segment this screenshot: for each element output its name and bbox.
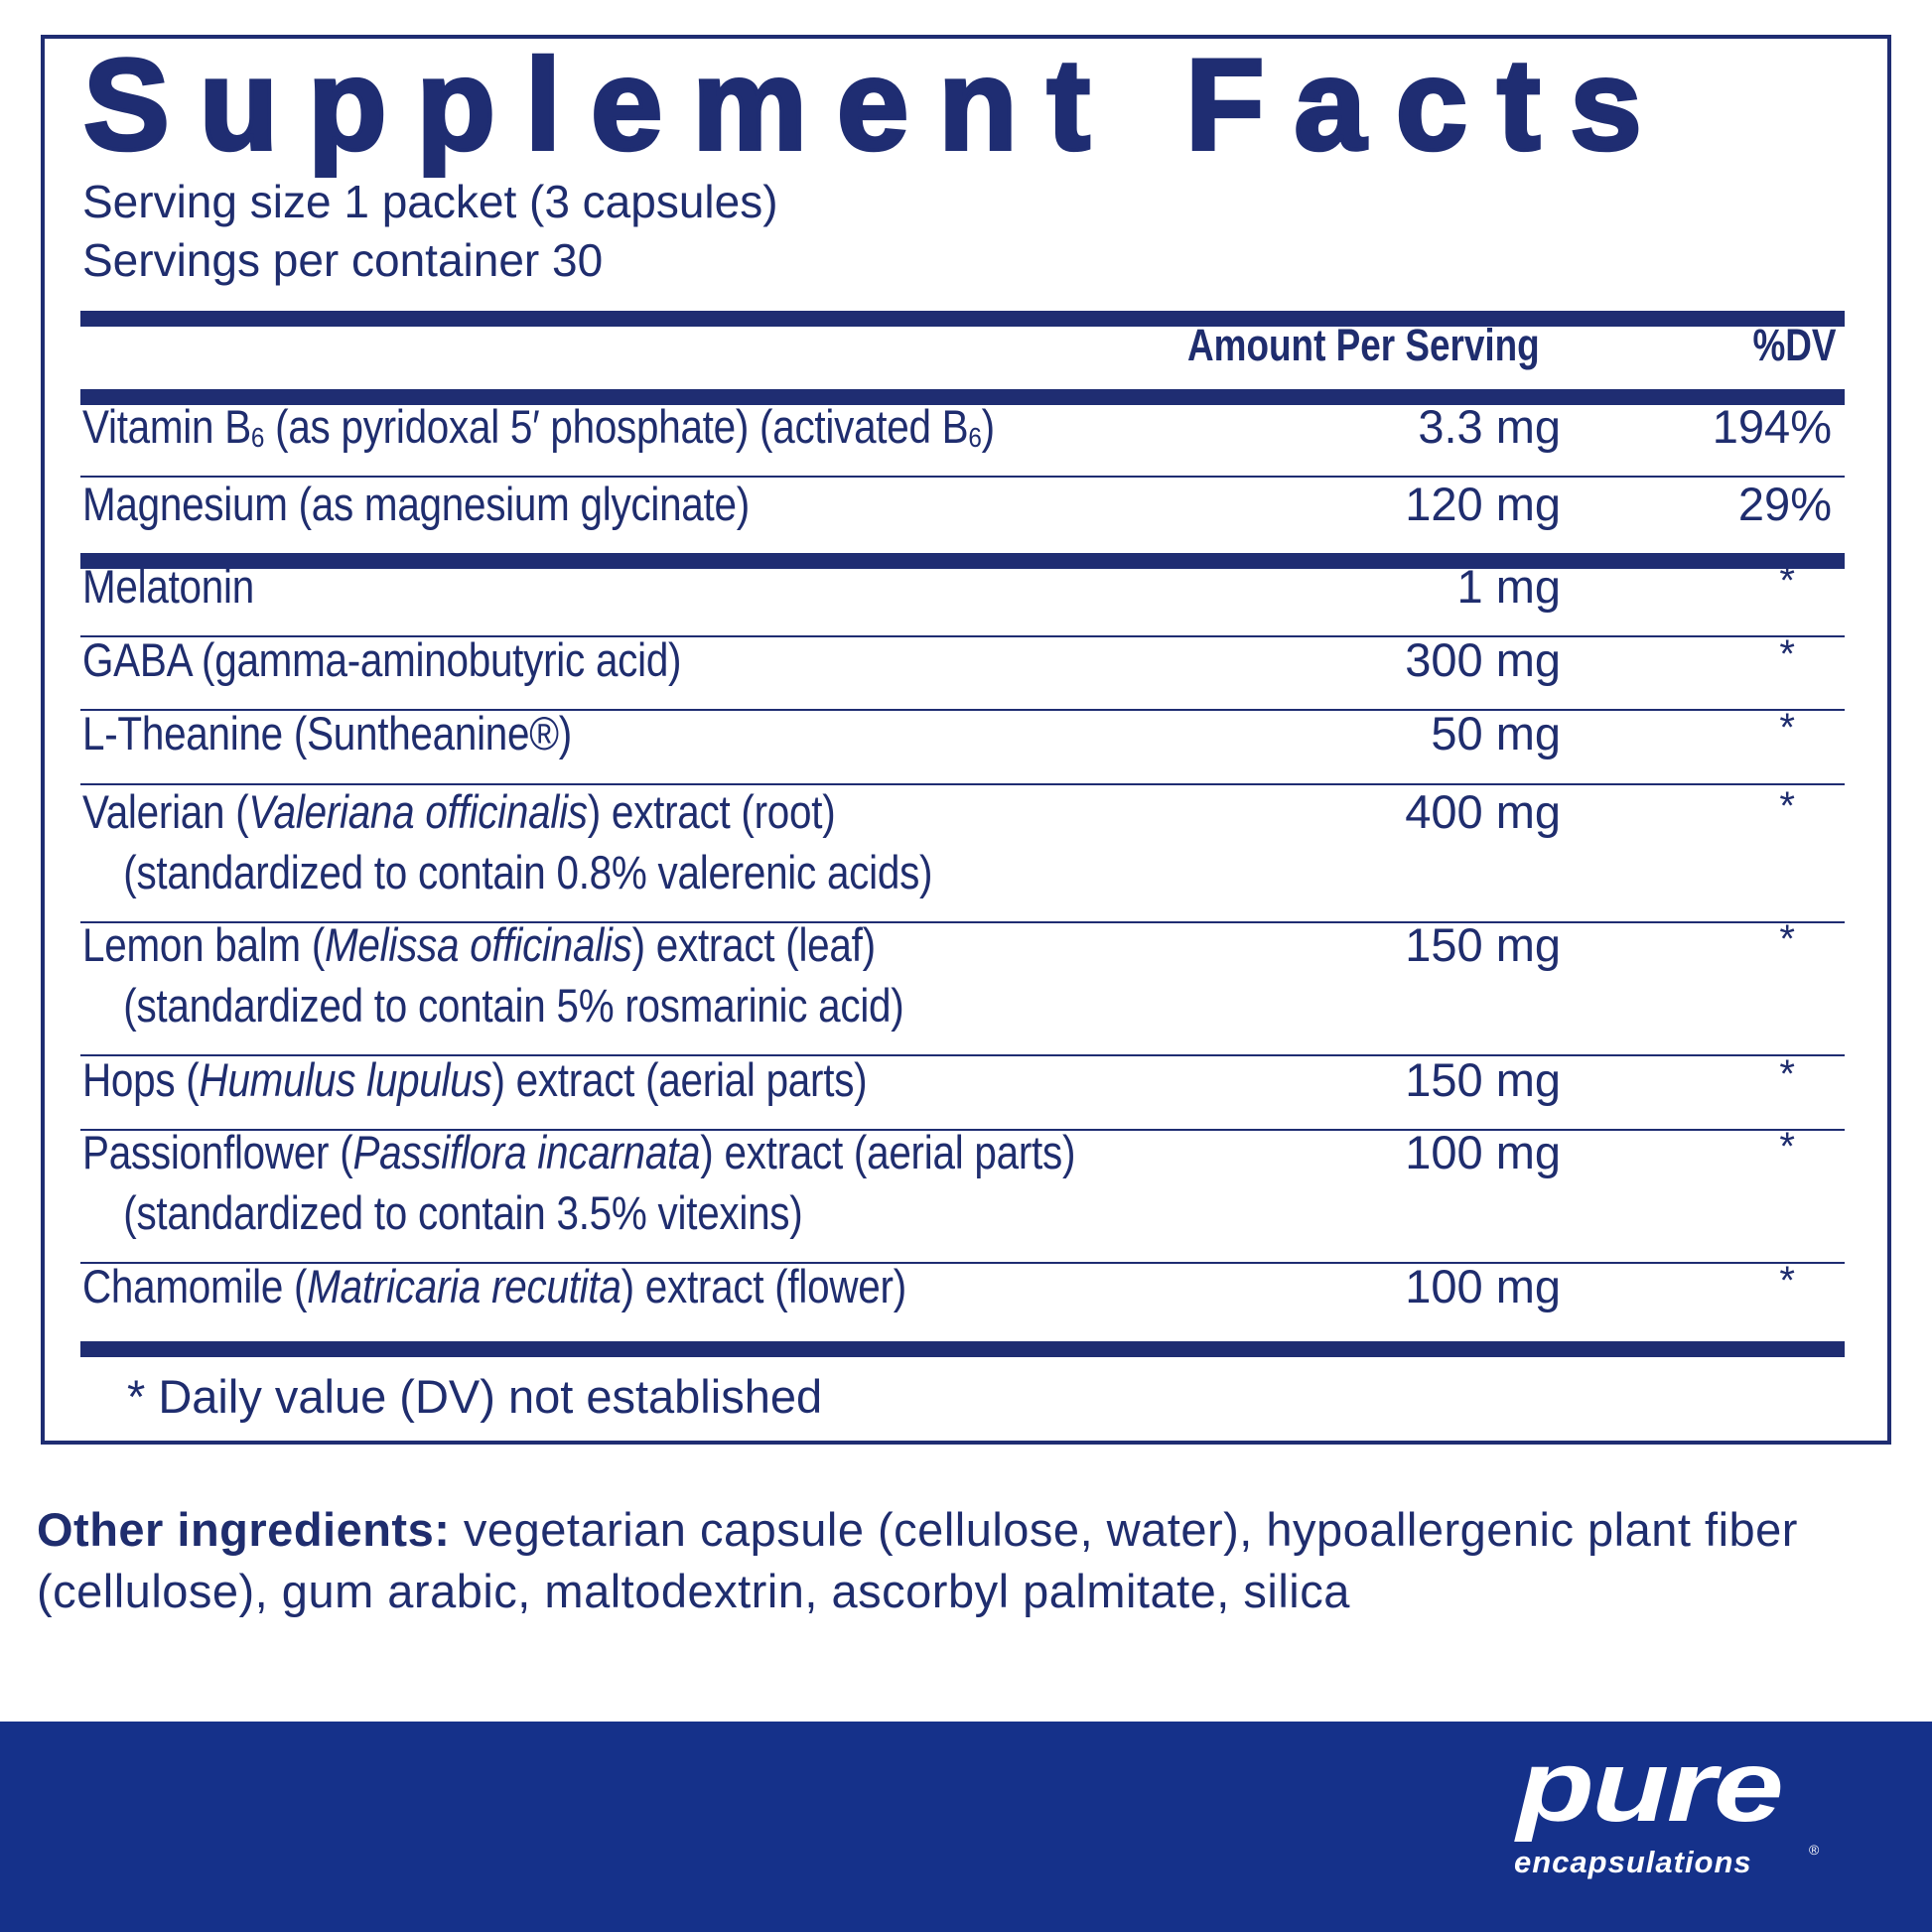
ingredient-name-part: (as pyridoxal 5′ phosphate) (activated B xyxy=(264,400,969,453)
ingredient-amount: 3.3 mg xyxy=(1418,400,1561,453)
ingredient-name-part: Matricaria recutita xyxy=(307,1260,621,1312)
ingredient-name-part: Melissa officinalis xyxy=(325,918,632,971)
ingredient-dv: * xyxy=(1779,917,1795,961)
ingredient-name-part: ) extract (root) xyxy=(587,785,836,838)
ingredient-amount: 1 mg xyxy=(1456,560,1562,613)
ingredient-name-part: Passionflower ( xyxy=(82,1126,353,1178)
ingredient-name-part: ) extract (flower) xyxy=(621,1260,907,1312)
ingredient-name-part: GABA (gamma-aminobutyric acid) xyxy=(82,633,682,686)
ingredient-name-part: (standardized to contain 0.8% valerenic … xyxy=(123,846,933,898)
ingredient-name: GABA (gamma-aminobutyric acid) xyxy=(82,633,682,686)
ingredient-name: L-Theanine (Suntheanine®) xyxy=(82,710,572,757)
dv-header: %DV xyxy=(1752,320,1837,370)
ingredient-name: Melatonin xyxy=(82,563,254,610)
divider-thick xyxy=(80,389,1845,405)
row-divider xyxy=(80,921,1845,923)
other-ingredients-label: Other ingredients: xyxy=(37,1503,451,1556)
ingredient-dv: 29% xyxy=(1737,478,1832,530)
ingredient-name-part: 6 xyxy=(968,421,982,454)
ingredient-dv: * xyxy=(1779,1125,1795,1169)
ingredient-name-part: Lemon balm ( xyxy=(82,918,326,971)
brand-footer xyxy=(0,1722,1932,1932)
ingredient-dv: * xyxy=(1779,559,1795,603)
ingredient-amount: 100 mg xyxy=(1405,1126,1561,1178)
supplement-facts-panel xyxy=(41,35,1891,1445)
row-divider xyxy=(80,553,1845,569)
ingredient-name-part: ) extract (aerial parts) xyxy=(700,1126,1076,1178)
ingredient-name-part: 6 xyxy=(250,421,265,454)
ingredient-name: (standardized to contain 0.8% valerenic … xyxy=(82,849,932,896)
ingredient-dv: * xyxy=(1779,632,1795,676)
ingredient-name-part: (standardized to contain 5% rosmarinic a… xyxy=(123,979,904,1032)
ingredient-name-part: ) extract (aerial parts) xyxy=(491,1053,868,1106)
row-divider xyxy=(80,1129,1845,1131)
ingredient-name-part: Passiflora incarnata xyxy=(352,1126,701,1178)
ingredient-name-part: L-Theanine (Suntheanine®) xyxy=(82,707,572,759)
ingredient-name-part: Hops ( xyxy=(82,1053,200,1106)
ingredient-amount: 300 mg xyxy=(1405,633,1561,686)
ingredient-amount: 400 mg xyxy=(1405,785,1561,838)
ingredient-dv: * xyxy=(1779,1052,1795,1096)
ingredient-name-part: ) xyxy=(981,400,995,453)
ingredient-name-part: Melatonin xyxy=(82,560,254,613)
row-divider xyxy=(80,783,1845,785)
divider-thick xyxy=(80,311,1845,327)
ingredient-name-part: Vitamin B xyxy=(82,400,251,453)
other-ingredients-text: vegetarian capsule (cellulose, water), h… xyxy=(37,1503,1798,1617)
divider-thick xyxy=(80,1341,1845,1357)
ingredient-dv: * xyxy=(1779,706,1795,750)
ingredient-name-part: ) extract (leaf) xyxy=(631,918,876,971)
registered-mark: ® xyxy=(1809,1842,1820,1858)
ingredient-name-part: Magnesium (as magnesium glycinate) xyxy=(82,478,750,530)
ingredient-amount: 150 mg xyxy=(1405,918,1561,971)
ingredient-name: Chamomile (Matricaria recutita) extract … xyxy=(82,1263,906,1310)
ingredient-name: Lemon balm (Melissa officinalis) extract… xyxy=(82,921,876,968)
panel-title: Supplement Facts xyxy=(81,32,1672,177)
ingredient-name: Magnesium (as magnesium glycinate) xyxy=(82,481,750,527)
ingredient-amount: 50 mg xyxy=(1431,707,1561,759)
row-divider xyxy=(80,1262,1845,1264)
row-divider xyxy=(80,635,1845,637)
row-divider xyxy=(80,476,1845,478)
ingredient-name-part: Valerian ( xyxy=(82,785,249,838)
brand-logo: pure xyxy=(1517,1729,1784,1843)
row-divider xyxy=(80,1054,1845,1056)
ingredient-name: Valerian (Valeriana officinalis) extract… xyxy=(82,785,836,838)
row-divider xyxy=(80,709,1845,711)
other-ingredients: Other ingredients: vegetarian capsule (c… xyxy=(37,1499,1903,1622)
ingredient-dv: * xyxy=(1779,1259,1795,1303)
servings-per-container: Servings per container 30 xyxy=(82,234,604,286)
ingredient-name-part: Chamomile ( xyxy=(82,1260,308,1312)
ingredient-name-part: Valeriana officinalis xyxy=(248,785,588,838)
ingredient-amount: 100 mg xyxy=(1405,1260,1561,1312)
ingredient-name-part: Humulus lupulus xyxy=(199,1053,492,1106)
ingredient-name: Hops (Humulus lupulus) extract (aerial p… xyxy=(82,1053,868,1106)
ingredient-amount: 120 mg xyxy=(1405,478,1561,530)
ingredient-dv: 194% xyxy=(1712,400,1832,453)
footnote: * Daily value (DV) not established xyxy=(127,1370,823,1423)
brand-logo-subtitle: encapsulations xyxy=(1514,1845,1752,1879)
ingredient-amount: 150 mg xyxy=(1405,1053,1561,1106)
ingredient-name: (standardized to contain 5% rosmarinic a… xyxy=(82,982,903,1029)
ingredient-name: Passionflower (Passiflora incarnata) ext… xyxy=(82,1129,1075,1175)
serving-size: Serving size 1 packet (3 capsules) xyxy=(82,176,778,227)
ingredient-name-part: (standardized to contain 3.5% vitexins) xyxy=(123,1186,803,1239)
ingredient-name: (standardized to contain 3.5% vitexins) xyxy=(82,1189,802,1236)
amount-header: Amount Per Serving xyxy=(1187,320,1540,370)
ingredient-dv: * xyxy=(1779,784,1795,828)
ingredient-name: Vitamin B6 (as pyridoxal 5′ phosphate) (… xyxy=(82,403,995,451)
